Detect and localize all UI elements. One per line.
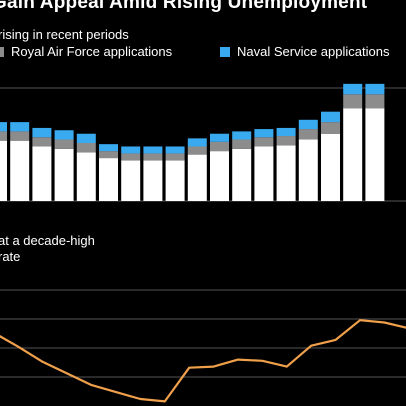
bar-segment-naval-service-11 [210,133,229,142]
bar-segment-base-1 [0,140,7,201]
bar-segment-naval-service-10 [187,138,207,147]
bar-segment-naval-service-16 [321,111,340,123]
bar-segment-royal-air-force-10 [187,146,207,155]
legend-item-royal-air-force: Royal Air Force applications [0,44,172,59]
bar-segment-royal-air-force-11 [210,141,229,152]
legend-item-naval-service: Naval Service applications [220,44,389,59]
bar-segment-base-5 [76,152,96,201]
line-chart-subtitle-2: rate [0,249,21,264]
bar-segment-royal-air-force-13 [254,137,274,147]
bar-segment-naval-service-9 [165,146,185,154]
bar-segment-royal-air-force-7 [121,153,141,161]
bar-segment-naval-service-4 [54,130,74,140]
bar-segment-base-18 [365,108,385,201]
bar-segment-base-15 [298,139,318,201]
bar-segment-base-3 [32,146,52,201]
bar-segment-naval-service-6 [99,144,118,152]
bar-segment-base-11 [210,151,229,201]
legend-swatch-royal-air-force [0,46,4,57]
bar-segment-naval-service-1 [0,122,7,132]
bar-segment-naval-service-8 [143,146,163,154]
legend-label-naval-service: Naval Service applications [237,44,390,59]
bar-segment-base-14 [276,145,296,201]
bar-segment-royal-air-force-18 [365,94,385,109]
bar-segment-naval-service-12 [232,131,252,140]
bar-segment-royal-air-force-4 [54,139,74,149]
bar-segment-naval-service-3 [32,127,52,138]
bar-chart-subtitle: rising in recent periods [0,27,129,42]
bar-segment-royal-air-force-3 [32,137,52,147]
legend-swatch-naval-service [220,46,230,57]
bar-segment-naval-service-15 [298,119,318,130]
bar-segment-royal-air-force-6 [99,151,118,159]
legend-label-royal-air-force: Royal Air Force applications [11,44,173,59]
bar-segment-naval-service-5 [76,133,96,143]
bar-segment-royal-air-force-1 [0,131,7,141]
bar-segment-royal-air-force-2 [10,131,30,141]
bar-segment-naval-service-7 [121,146,141,154]
bar-segment-royal-air-force-16 [321,122,340,134]
bar-segment-base-2 [10,140,30,201]
chart-title: Gain Appeal Amid Rising Unemployment [0,0,368,13]
bar-segment-base-12 [232,148,252,201]
bar-segment-naval-service-17 [343,83,363,95]
bar-segment-naval-service-14 [276,127,296,137]
bar-segment-base-13 [254,146,274,201]
line-chart-subtitle-1: at a decade-high [0,233,95,248]
bar-segment-royal-air-force-5 [76,143,96,153]
unemployment-line-series [0,319,406,403]
bar-segment-royal-air-force-8 [143,153,163,161]
bar-segment-base-17 [343,108,363,201]
bar-segment-naval-service-2 [10,122,30,132]
bar-segment-base-10 [187,154,207,201]
bar-segment-base-16 [321,133,340,201]
bar-segment-royal-air-force-12 [232,139,252,149]
bar-segment-base-9 [165,160,185,201]
legend: Royal Air Force applications Naval Servi… [0,44,406,62]
bar-segment-royal-air-force-14 [276,136,296,146]
bar-segment-royal-air-force-9 [165,153,185,161]
bar-segment-base-6 [99,158,118,201]
bar-segment-naval-service-13 [254,129,274,138]
bar-segment-naval-service-18 [365,83,385,95]
bar-segment-base-4 [54,148,74,201]
bar-segment-royal-air-force-17 [343,94,363,109]
bar-segment-base-8 [143,160,163,201]
bar-segment-royal-air-force-15 [298,129,318,140]
bar-segment-base-7 [121,160,141,201]
